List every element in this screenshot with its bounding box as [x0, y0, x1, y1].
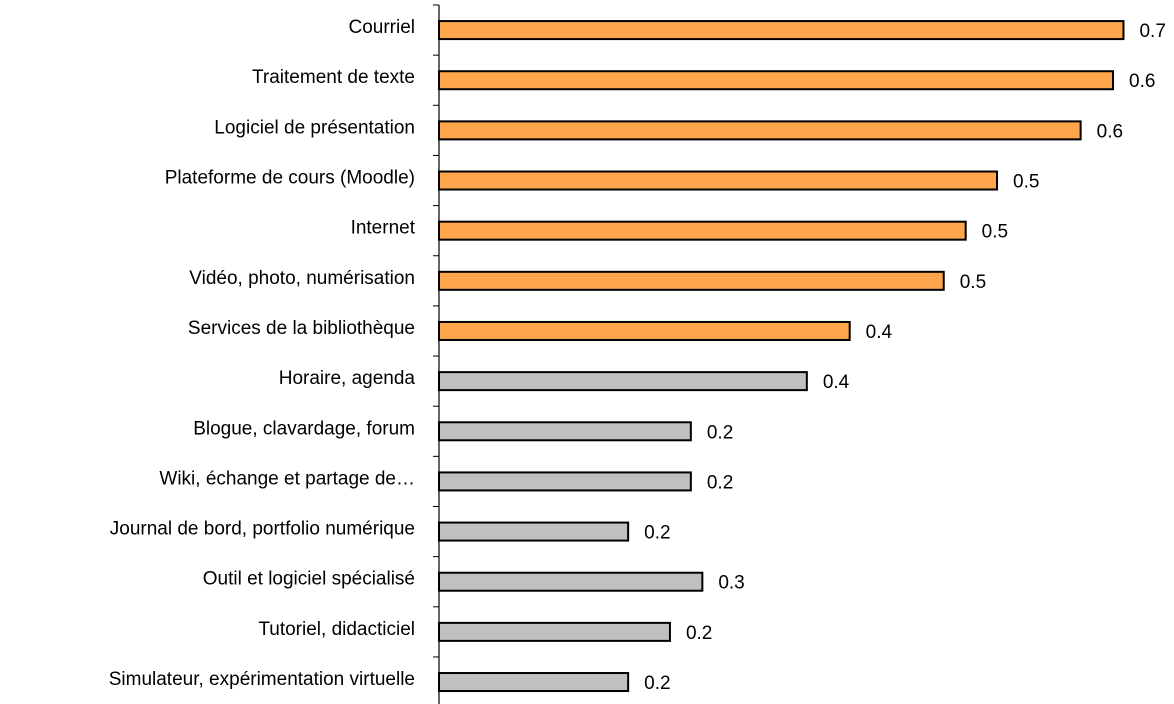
- value-label: 0.2: [644, 523, 670, 544]
- category-label: Traitement de texte: [252, 67, 415, 88]
- value-label: 0.2: [686, 623, 712, 644]
- value-label: 0.4: [866, 322, 893, 343]
- bar: [438, 20, 1125, 41]
- category-label: Tutoriel, didacticiel: [258, 619, 415, 640]
- bar: [438, 421, 692, 442]
- value-label: 0.7: [1139, 21, 1165, 42]
- category-label: Plateforme de cours (Moodle): [165, 168, 415, 189]
- bar: [438, 170, 999, 191]
- value-label: 0.5: [960, 272, 986, 293]
- bar: [438, 672, 630, 693]
- value-label: 0.2: [707, 472, 733, 493]
- bar: [438, 571, 704, 592]
- category-label: Outil et logiciel spécialisé: [203, 569, 415, 590]
- category-label: Wiki, échange et partage de…: [159, 468, 415, 489]
- category-label: Logiciel de présentation: [214, 117, 415, 138]
- value-label: 0.2: [644, 673, 670, 694]
- category-label: Simulateur, expérimentation virtuelle: [109, 669, 415, 690]
- bar: [438, 621, 671, 642]
- category-label: Services de la bibliothèque: [188, 318, 415, 339]
- category-label: Internet: [351, 218, 416, 239]
- bar: [438, 521, 630, 542]
- value-label: 0.3: [718, 573, 744, 594]
- category-label: Vidéo, photo, numérisation: [189, 268, 415, 289]
- bar: [438, 120, 1082, 141]
- category-label: Blogue, clavardage, forum: [193, 418, 415, 439]
- bar: [438, 320, 851, 341]
- category-label: Journal de bord, portfolio numérique: [110, 519, 415, 540]
- bar: [438, 471, 692, 492]
- value-label: 0.5: [1013, 172, 1039, 193]
- value-label: 0.6: [1129, 71, 1155, 92]
- value-label: 0.5: [982, 222, 1008, 243]
- bar: [438, 270, 945, 291]
- value-label: 0.2: [707, 422, 733, 443]
- value-label: 0.6: [1097, 121, 1123, 142]
- bar: [438, 220, 967, 241]
- value-label: 0.4: [823, 372, 850, 393]
- bar: [438, 70, 1115, 91]
- bar: [438, 371, 808, 392]
- category-label: Horaire, agenda: [279, 368, 416, 389]
- category-label: Courriel: [348, 17, 415, 38]
